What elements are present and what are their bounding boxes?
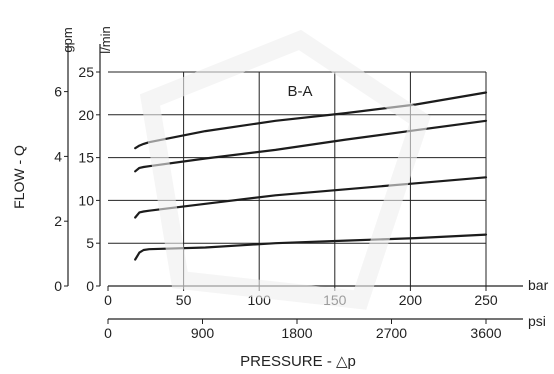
y-tick-label-lmin: 10	[78, 192, 94, 208]
x-tick-label-bar: 0	[104, 292, 112, 308]
x-tick-label-bar: 50	[176, 292, 192, 308]
x-tick-label-bar: 100	[248, 292, 272, 308]
y-tick-label-gpm: 4	[54, 148, 62, 164]
series-line-1	[135, 235, 486, 260]
grid	[108, 72, 486, 286]
x-tick-label-bar: 200	[399, 292, 423, 308]
y-unit-lmin: l/min	[98, 26, 113, 53]
x-tick-label-psi: 3600	[470, 325, 501, 341]
y-tick-label-lmin: 5	[86, 235, 94, 251]
series-line-2	[135, 177, 486, 217]
x-unit-psi: psi	[528, 313, 546, 329]
y-tick-label-lmin: 20	[78, 107, 94, 123]
x-tick-label-psi: 1800	[281, 325, 312, 341]
y-tick-label-gpm: 2	[54, 213, 62, 229]
x-tick-label-psi: 0	[104, 325, 112, 341]
y-axis-title: FLOW - Q	[11, 145, 27, 209]
x-tick-label-bar: 150	[323, 292, 347, 308]
series-line-4	[135, 93, 486, 149]
y-tick-label-gpm: 6	[54, 84, 62, 100]
x-unit-bar: bar	[528, 277, 549, 293]
x-tick-label-bar: 250	[474, 292, 498, 308]
y-unit-gpm: gpm	[60, 27, 75, 52]
y-tick-label-lmin: 25	[78, 64, 94, 80]
series-line-3	[135, 121, 486, 172]
y-tick-label-gpm: 0	[54, 278, 62, 294]
x-axis-title: PRESSURE - △p	[240, 353, 356, 370]
x-tick-label-psi: 2700	[376, 325, 407, 341]
curve-annotation: B-A	[287, 83, 312, 100]
y-tick-label-lmin: 0	[86, 278, 94, 294]
series	[135, 93, 486, 260]
x-tick-label-psi: 900	[191, 325, 215, 341]
y-tick-label-lmin: 15	[78, 150, 94, 166]
